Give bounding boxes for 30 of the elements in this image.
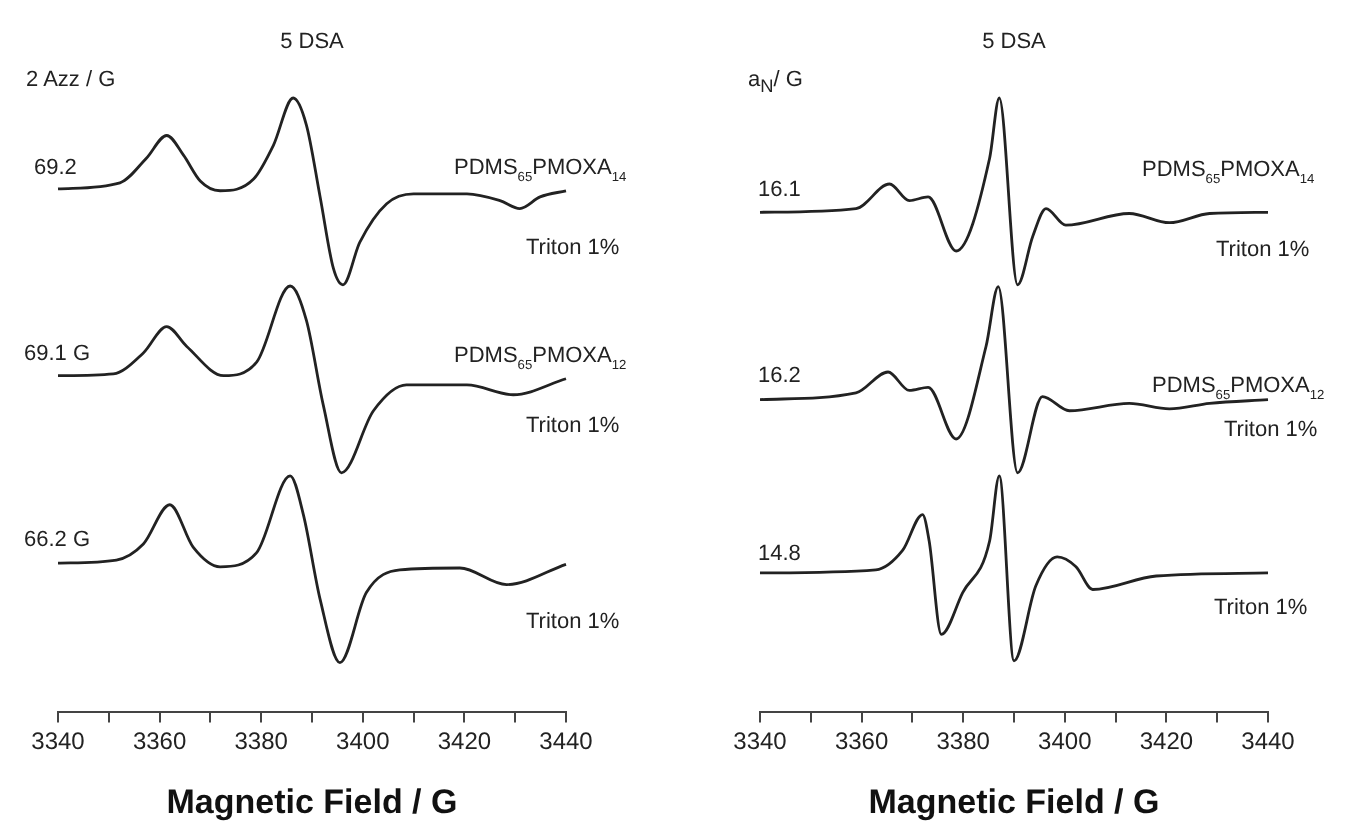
annotation: Triton 1% bbox=[1214, 596, 1308, 620]
x-tick-label: 3420 bbox=[1139, 727, 1194, 756]
chart-title: 5 DSA bbox=[982, 30, 1048, 54]
annotation: Triton 1% bbox=[526, 610, 620, 634]
x-tick-label: 3360 bbox=[132, 727, 187, 756]
x-axis-title: Magnetic Field / G bbox=[868, 782, 1160, 821]
chart-title: 5 DSA bbox=[280, 30, 346, 54]
annotation: Triton 1% bbox=[526, 414, 620, 438]
annotation: Triton 1% bbox=[526, 236, 620, 260]
x-tick-label: 3420 bbox=[437, 727, 492, 756]
annotation: 14.8 bbox=[758, 542, 801, 566]
annotation: 16.1 bbox=[758, 178, 801, 202]
x-tick-label: 3340 bbox=[733, 727, 788, 756]
x-tick-label: 3380 bbox=[936, 727, 991, 756]
x-axis-title: Magnetic Field / G bbox=[166, 782, 458, 821]
text: 2 Azz / G bbox=[26, 68, 116, 92]
annotation: 66.2 G bbox=[24, 528, 91, 552]
x-tick-label: 3380 bbox=[234, 727, 289, 756]
x-tick-label: 3400 bbox=[1038, 727, 1093, 756]
annotation: 69.2 bbox=[34, 156, 77, 180]
annotation: Triton 1% bbox=[1224, 418, 1318, 442]
x-tick-label: 3440 bbox=[1241, 727, 1296, 756]
annotation: 69.1 G bbox=[24, 342, 91, 366]
x-tick-label: 3440 bbox=[539, 727, 594, 756]
x-tick-label: 3340 bbox=[31, 727, 86, 756]
x-tick-label: 3400 bbox=[336, 727, 391, 756]
x-tick-label: 3360 bbox=[834, 727, 889, 756]
text: a$_{N}$/ G bbox=[748, 68, 803, 97]
annotation: Triton 1% bbox=[1216, 238, 1310, 262]
annotation: 16.2 bbox=[758, 364, 801, 388]
